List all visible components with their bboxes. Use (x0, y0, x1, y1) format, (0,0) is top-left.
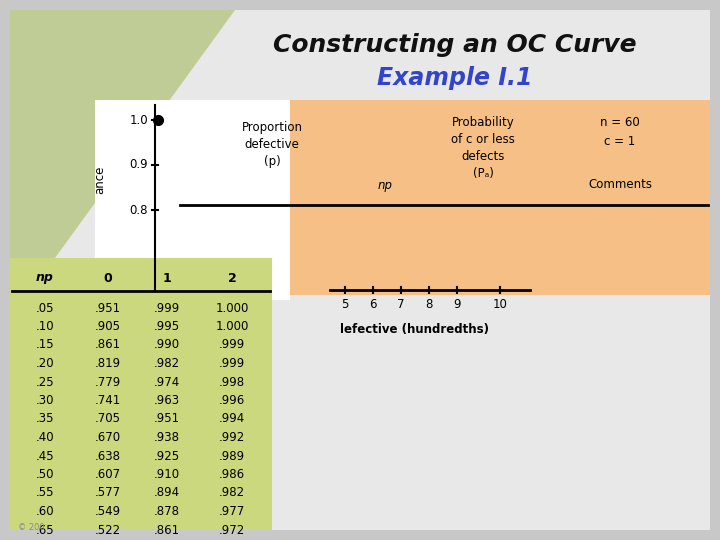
Text: .15: .15 (36, 339, 54, 352)
Text: .20: .20 (36, 357, 54, 370)
Text: .878: .878 (154, 505, 180, 518)
Text: .998: .998 (219, 375, 245, 388)
Text: .951: .951 (154, 413, 180, 426)
Polygon shape (10, 10, 235, 320)
Text: .05: .05 (36, 301, 54, 314)
Text: .10: .10 (36, 320, 54, 333)
Text: .861: .861 (95, 339, 121, 352)
Text: .982: .982 (154, 357, 180, 370)
Text: 1.000: 1.000 (215, 320, 248, 333)
Bar (95, 100, 290, 300)
Text: .999: .999 (154, 301, 180, 314)
Text: 1.0: 1.0 (130, 113, 148, 126)
Text: .974: .974 (154, 375, 180, 388)
Text: .35: .35 (36, 413, 54, 426)
Text: .977: .977 (219, 505, 245, 518)
Text: Proportion
defective
(p): Proportion defective (p) (241, 122, 302, 168)
Text: 1.000: 1.000 (215, 301, 248, 314)
Text: 10: 10 (492, 299, 508, 312)
Text: lefective (hundredths): lefective (hundredths) (340, 323, 489, 336)
Text: .819: .819 (95, 357, 121, 370)
Text: 8: 8 (426, 299, 433, 312)
Text: .972: .972 (219, 523, 245, 537)
Text: np: np (36, 272, 54, 285)
Text: © 200: © 200 (18, 523, 45, 532)
Text: .982: .982 (219, 487, 245, 500)
Text: .40: .40 (36, 431, 54, 444)
Text: n = 60
c = 1: n = 60 c = 1 (600, 116, 640, 148)
Text: .705: .705 (95, 413, 121, 426)
Text: 5: 5 (341, 299, 348, 312)
Text: .963: .963 (154, 394, 180, 407)
Text: .45: .45 (36, 449, 54, 462)
Bar (178, 100, 710, 295)
Text: .60: .60 (36, 505, 54, 518)
Text: .30: .30 (36, 394, 54, 407)
Text: .861: .861 (154, 523, 180, 537)
Text: .951: .951 (95, 301, 121, 314)
Text: .910: .910 (154, 468, 180, 481)
Text: ance: ance (94, 166, 107, 194)
Text: Constructing an OC Curve: Constructing an OC Curve (273, 33, 636, 57)
Text: .989: .989 (219, 449, 245, 462)
Text: .995: .995 (154, 320, 180, 333)
Text: 6: 6 (369, 299, 377, 312)
Text: .577: .577 (95, 487, 121, 500)
Text: .549: .549 (95, 505, 121, 518)
Text: .994: .994 (219, 413, 245, 426)
Text: .638: .638 (95, 449, 121, 462)
Text: .65: .65 (36, 523, 54, 537)
Text: 7: 7 (397, 299, 405, 312)
Text: .522: .522 (95, 523, 121, 537)
Text: .996: .996 (219, 394, 245, 407)
Text: .894: .894 (154, 487, 180, 500)
Text: .607: .607 (95, 468, 121, 481)
Text: 0.8: 0.8 (130, 204, 148, 217)
Text: .50: .50 (36, 468, 54, 481)
Text: .925: .925 (154, 449, 180, 462)
Text: Example I.1: Example I.1 (377, 66, 533, 90)
Text: Comments: Comments (588, 179, 652, 192)
Text: .779: .779 (95, 375, 121, 388)
Text: .55: .55 (36, 487, 54, 500)
Text: 2: 2 (228, 272, 236, 285)
Text: 9: 9 (454, 299, 461, 312)
Text: .905: .905 (95, 320, 121, 333)
Text: .999: .999 (219, 339, 245, 352)
Text: np: np (377, 179, 392, 192)
Text: .741: .741 (95, 394, 121, 407)
Text: .986: .986 (219, 468, 245, 481)
Text: Probability
of c or less
defects
(Pₐ): Probability of c or less defects (Pₐ) (451, 116, 515, 180)
Text: .25: .25 (36, 375, 54, 388)
Bar (10, 258, 272, 530)
Text: 1: 1 (163, 272, 171, 285)
Text: 0: 0 (104, 272, 112, 285)
Text: .938: .938 (154, 431, 180, 444)
Text: .992: .992 (219, 431, 245, 444)
Text: .990: .990 (154, 339, 180, 352)
Text: .999: .999 (219, 357, 245, 370)
Text: .670: .670 (95, 431, 121, 444)
Text: 0.9: 0.9 (130, 159, 148, 172)
